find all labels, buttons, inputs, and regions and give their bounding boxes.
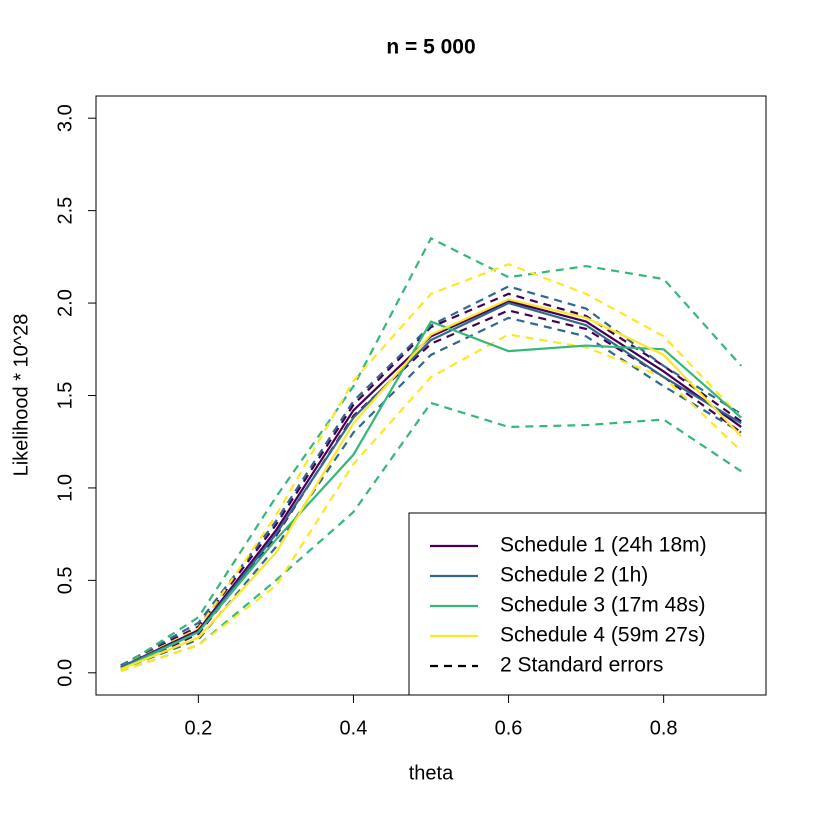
se-lower-line — [120, 333, 742, 673]
series-line — [120, 298, 742, 671]
legend-label: Schedule 1 (24h 18m) — [500, 534, 707, 557]
y-tick-label: 1.5 — [54, 382, 76, 410]
y-tick-label: 3.0 — [54, 104, 76, 132]
x-tick-label: 0.8 — [650, 717, 678, 739]
y-tick-label: 2.0 — [54, 289, 76, 317]
se-lower-line — [120, 316, 742, 671]
series-line — [120, 320, 742, 671]
y-axis-label: Likelihood * 10^28 — [10, 314, 32, 477]
legend-label: Schedule 3 (17m 48s) — [500, 594, 705, 617]
y-tick-label: 2.5 — [54, 197, 76, 225]
x-tick-label: 0.6 — [495, 717, 523, 739]
legend-label: Schedule 4 (59m 27s) — [500, 624, 705, 647]
legend-box — [408, 512, 767, 696]
y-tick-label: 0.5 — [54, 566, 76, 594]
legend-label: 2 Standard errors — [500, 654, 663, 677]
legend-label: Schedule 2 (1h) — [500, 564, 648, 587]
series-line — [120, 300, 742, 669]
x-tick-label: 0.4 — [340, 717, 368, 739]
x-tick-label: 0.2 — [184, 717, 212, 739]
se-upper-line — [120, 236, 743, 669]
y-tick-label: 1.0 — [54, 474, 76, 502]
y-tick-label: 0.0 — [54, 659, 76, 687]
x-axis-label: theta — [409, 762, 454, 784]
se-lower-line — [120, 401, 742, 673]
chart-title: n = 5 000 — [386, 36, 475, 59]
se-upper-line — [120, 263, 742, 669]
series-line — [120, 301, 742, 669]
